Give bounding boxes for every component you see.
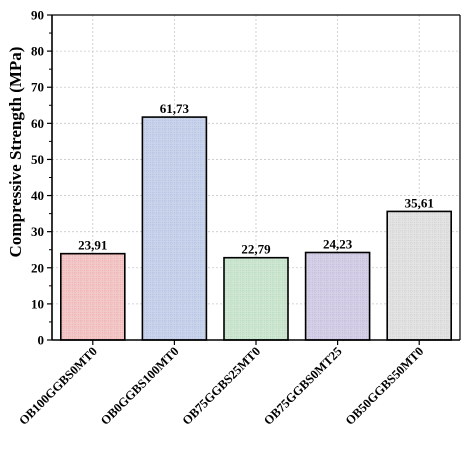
y-tick-label: 70: [31, 80, 44, 95]
y-tick-label: 0: [38, 333, 45, 348]
y-tick-label: 20: [31, 260, 44, 275]
data-label: 61,73: [160, 101, 190, 116]
data-label: 23,91: [78, 238, 107, 253]
data-labels: 23,91 61,73 22,79 24,23 35,61: [78, 101, 434, 257]
bar-OB75GGBS25MT0: [223, 256, 289, 341]
bar-OB0GGBS100MT0: [141, 116, 208, 341]
y-tick-label: 10: [31, 296, 44, 311]
x-ticks: OB100GGBS0MT0OB0GGBS100MT0OB75GGBS25MT0O…: [16, 340, 426, 428]
x-tick-label: OB75GGBS0MT25: [261, 344, 345, 428]
x-tick-label: OB50GGBS50MT0: [343, 344, 427, 428]
bar-OB100GGBS0MT0: [59, 252, 126, 341]
bar-OB50GGBS50MT0: [386, 210, 453, 341]
y-tick-label: 60: [31, 116, 44, 131]
x-tick-label: OB75GGBS25MT0: [180, 344, 264, 428]
data-label: 35,61: [405, 195, 434, 210]
y-tick-label: 50: [31, 152, 44, 167]
y-tick-label: 90: [31, 8, 44, 23]
y-tick-label: 80: [31, 44, 44, 59]
data-label: 22,79: [241, 242, 271, 257]
data-label: 24,23: [323, 237, 353, 252]
x-tick-label: OB100GGBS0MT0: [16, 344, 100, 428]
y-ticks: 0 10 20 30 40 50 60 70 80 90: [31, 8, 52, 348]
y-tick-label: 30: [31, 224, 44, 239]
y-axis-title: Compressive Strength (MPa): [6, 47, 25, 258]
x-tick-label: OB0GGBS100MT0: [98, 344, 182, 428]
y-tick-label: 40: [31, 188, 44, 203]
bars: [59, 116, 453, 341]
bar-OB75GGBS0MT25: [304, 251, 371, 341]
